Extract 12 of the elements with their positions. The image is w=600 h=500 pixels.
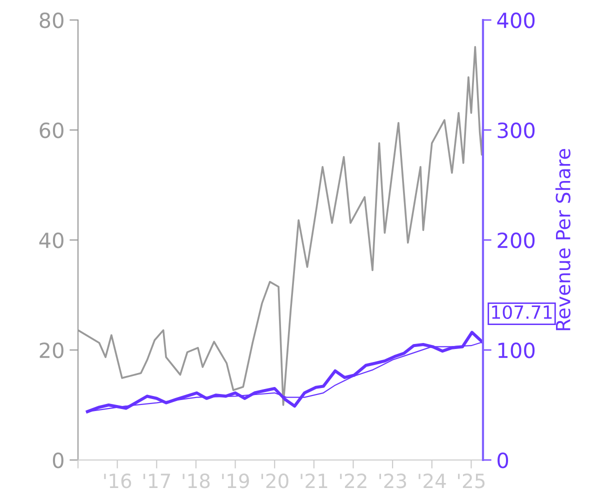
data-label: 107.71 (492, 305, 552, 319)
y2-tick-label: 100 (498, 342, 535, 358)
y2-tick-label: 0 (498, 452, 508, 468)
y-tick-label: 80 (40, 12, 64, 28)
y-tick-label: 0 (52, 452, 64, 468)
y-tick-label: 20 (40, 342, 64, 358)
y-tick-label: 40 (39, 232, 64, 248)
y2-tick-label: 400 (497, 12, 535, 28)
y2-tick-label: 200 (498, 232, 535, 248)
y2-tick-label: 300 (498, 122, 535, 138)
y-tick-label: 60 (40, 122, 64, 138)
y2-axis-title: Revenue Per Share (555, 148, 570, 330)
